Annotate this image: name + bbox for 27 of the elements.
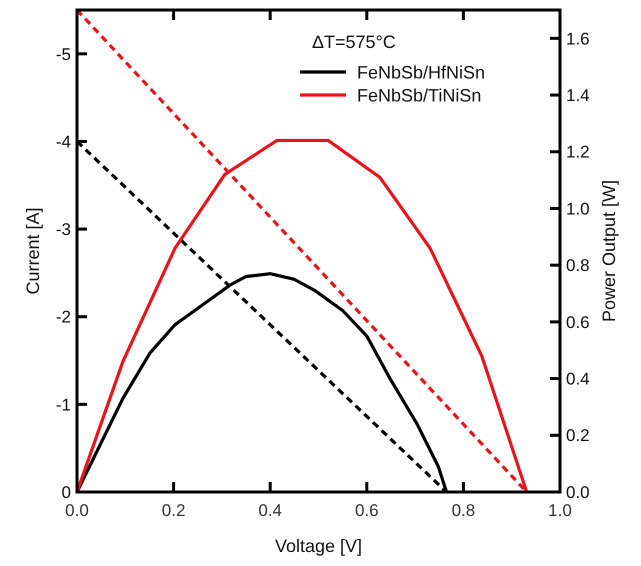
x-tick-label: 0.8 (452, 501, 476, 520)
y2-tick-label: 0.8 (566, 256, 590, 276)
y2-tick-label: 0.2 (566, 426, 590, 446)
y-tick-label: 0 (62, 482, 71, 502)
y2-tick-label: 0.4 (566, 370, 590, 389)
y-tick-label: -3 (56, 220, 71, 240)
y2-tick-label: 1.6 (566, 29, 590, 48)
x-axis-title: Voltage [V] (274, 536, 362, 556)
x-tick-label: 0.6 (354, 501, 379, 520)
y2-tick-label: 0.6 (566, 312, 590, 332)
y-axis-title: Current [A] (23, 207, 43, 295)
legend-label: FeNbSb/HfNiSn (357, 62, 486, 82)
y-tick-label: -2 (56, 308, 71, 327)
y2-axis-title: Power Output [W] (599, 180, 619, 322)
y-tick-label: -1 (56, 395, 71, 414)
x-tick-label: 0.0 (65, 501, 89, 520)
y2-tick-label: 1.2 (566, 142, 590, 162)
x-tick-label: 1.0 (548, 501, 572, 520)
y-tick-label: -5 (56, 44, 71, 64)
legend-title: ΔT=575°C (312, 32, 396, 52)
y2-tick-label: 1.0 (566, 199, 590, 218)
legend-label: FeNbSb/TiNiSn (357, 85, 482, 106)
y-tick-label: -4 (56, 132, 71, 152)
x-tick-label: 0.4 (258, 501, 282, 520)
x-tick-label: 0.2 (162, 501, 186, 520)
y2-tick-label: 0.0 (566, 482, 590, 502)
y2-tick-label: 1.4 (566, 86, 590, 106)
